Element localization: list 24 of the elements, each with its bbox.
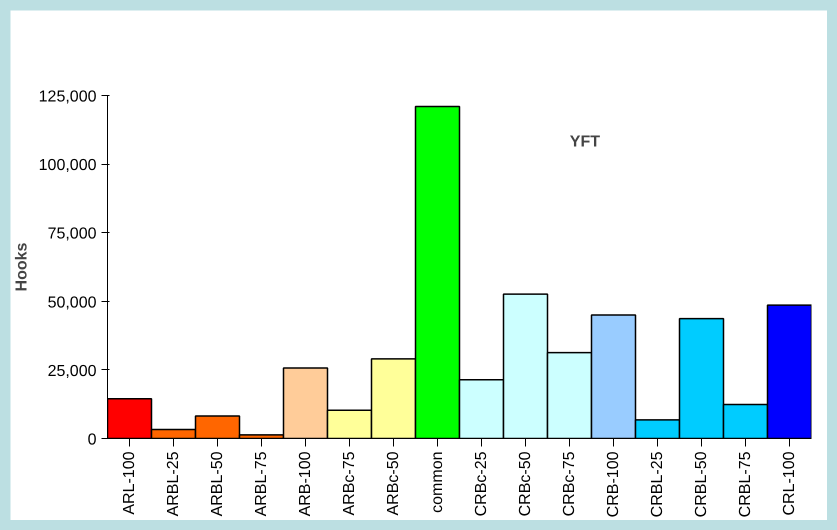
x-tick-label: ARBc-75	[341, 451, 358, 516]
x-tick-label: ARBL-50	[209, 451, 226, 516]
y-tick-label: 100,000	[38, 157, 97, 174]
x-tick-label: CRBL-75	[737, 451, 754, 518]
annotation: YFT	[570, 133, 600, 150]
y-tick-label: 50,000	[48, 294, 97, 312]
x-tick-label: ARL-100	[121, 451, 138, 515]
y-tick-label: 125,000	[38, 88, 97, 106]
x-tick-label: ARBc-50	[385, 451, 402, 516]
y-tick-label: 75,000	[48, 226, 97, 243]
x-tick-label: CRBc-75	[561, 451, 578, 516]
x-tick-label: ARBL-25	[165, 451, 182, 516]
x-tick-label: CRB-100	[605, 451, 622, 518]
x-tick-label: CRBL-50	[693, 451, 710, 518]
y-axis-title: Hooks	[14, 242, 31, 292]
x-tick-label: CRBL-25	[649, 451, 666, 518]
x-tick-label: CRBc-25	[473, 451, 490, 516]
x-tick-label: CRBc-50	[517, 451, 534, 516]
x-tick-label: common	[429, 451, 446, 513]
x-tick-label: ARB-100	[297, 451, 314, 516]
y-tick-label: 25,000	[48, 362, 97, 380]
x-tick-label: ARBL-75	[253, 451, 270, 516]
y-tick-label: 0	[88, 432, 97, 448]
x-tick-label: CRL-100	[781, 451, 798, 516]
